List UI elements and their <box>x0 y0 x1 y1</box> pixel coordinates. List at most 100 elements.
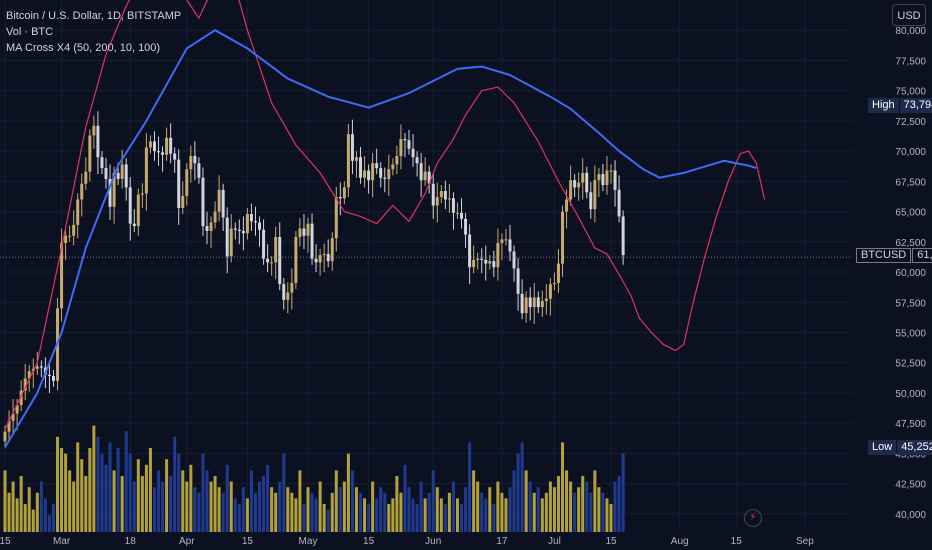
volume-bar <box>197 492 201 532</box>
candle-body <box>387 169 391 179</box>
candle-body <box>47 374 51 377</box>
volume-bar <box>104 464 108 532</box>
candle-body <box>569 180 573 200</box>
y-tick-label: 60,000 <box>895 268 926 279</box>
x-tick-label: Jul <box>548 536 561 547</box>
candle-body <box>460 212 464 219</box>
candle-body <box>609 170 613 172</box>
volume-bar <box>233 498 237 532</box>
candle-body <box>516 268 520 294</box>
volume-bar <box>249 470 253 532</box>
candle-body <box>294 236 298 283</box>
low-badge-value: 45,252 <box>897 440 932 455</box>
volume-bar <box>310 492 314 532</box>
volume-bar <box>60 448 64 532</box>
volume-bar <box>237 504 241 532</box>
lightning-icon[interactable]: ⚡ <box>744 509 762 527</box>
volume-bar <box>144 464 148 532</box>
high-badge-value: 73,794 <box>899 98 932 113</box>
y-tick-label: 75,000 <box>895 87 926 98</box>
candle-body <box>379 168 383 178</box>
candle-body <box>23 378 27 391</box>
volume-bar <box>589 492 593 532</box>
volume-bar <box>92 425 96 532</box>
volume-bar <box>488 487 492 532</box>
volume-bar <box>253 492 257 532</box>
candle-body <box>233 228 237 230</box>
volume-bar <box>528 481 532 532</box>
volume-bar <box>84 476 88 532</box>
ma-blue-line <box>4 29 757 448</box>
x-tick-label: Sep <box>796 536 814 547</box>
candle-body <box>161 152 165 155</box>
volume-bar <box>152 487 156 532</box>
volume-bar <box>11 481 15 532</box>
candle-body <box>253 221 257 223</box>
volume-bar <box>169 476 173 532</box>
volume-bar <box>39 481 43 532</box>
candle-body <box>310 223 314 259</box>
candle-body <box>532 297 536 308</box>
candle-body <box>209 222 213 231</box>
volume-bar <box>148 448 152 532</box>
candle-body <box>229 228 233 257</box>
volume-bar <box>407 487 411 532</box>
volume-bar <box>585 481 589 532</box>
candle-body <box>84 171 88 184</box>
candle-body <box>15 405 19 414</box>
candle-body <box>108 178 112 207</box>
candle-body <box>484 259 488 264</box>
x-tick-label: Apr <box>179 536 195 547</box>
volume-bar <box>225 464 229 532</box>
volume-bar <box>508 487 512 532</box>
volume-bar <box>391 498 395 532</box>
candle-body <box>318 255 322 263</box>
candle-body <box>270 262 274 264</box>
volume-bar <box>262 476 266 532</box>
candle-body <box>504 239 508 241</box>
candle-body <box>395 155 399 165</box>
y-tick-label: 65,000 <box>895 208 926 219</box>
candle-body <box>314 258 318 263</box>
volume-bar <box>201 453 205 532</box>
volume-bar <box>435 487 439 532</box>
y-tick-label: 77,500 <box>895 56 926 67</box>
volume-bar <box>322 504 326 532</box>
volume-bar <box>395 476 399 532</box>
volume-bar <box>577 487 581 532</box>
candle-body <box>221 189 225 218</box>
candle-body <box>593 180 597 210</box>
candle-body <box>536 297 540 308</box>
candle-body <box>597 174 601 181</box>
candle-body <box>306 223 310 236</box>
volume-bar <box>140 476 144 532</box>
candle-body <box>488 261 492 264</box>
indicator-legend: MA Cross X4 (50, 200, 10, 100) <box>6 42 161 54</box>
candle-body <box>552 282 556 285</box>
volume-bar <box>480 492 484 532</box>
candle-body <box>64 235 68 244</box>
volume-bar <box>540 498 544 532</box>
currency-button[interactable]: USD <box>892 4 926 26</box>
candle-body <box>136 194 140 227</box>
candle-body <box>476 258 480 260</box>
candle-body <box>464 218 468 235</box>
candle-body <box>152 141 156 152</box>
volume-bar <box>439 498 443 532</box>
candle-body <box>581 172 585 183</box>
x-tick-label: Mar <box>53 536 71 547</box>
low-badge-label: Low <box>868 440 897 455</box>
candle-body <box>338 197 342 199</box>
x-tick-label: 15 <box>605 536 617 547</box>
candle-body <box>472 259 476 268</box>
volume-bar <box>484 498 488 532</box>
volume-bar <box>189 464 193 532</box>
candle-body <box>88 135 92 172</box>
volume-bar <box>173 436 177 532</box>
volume-bar <box>19 476 23 532</box>
candle-body <box>447 198 451 200</box>
volume-bar <box>367 504 371 532</box>
candle-body <box>375 163 379 169</box>
